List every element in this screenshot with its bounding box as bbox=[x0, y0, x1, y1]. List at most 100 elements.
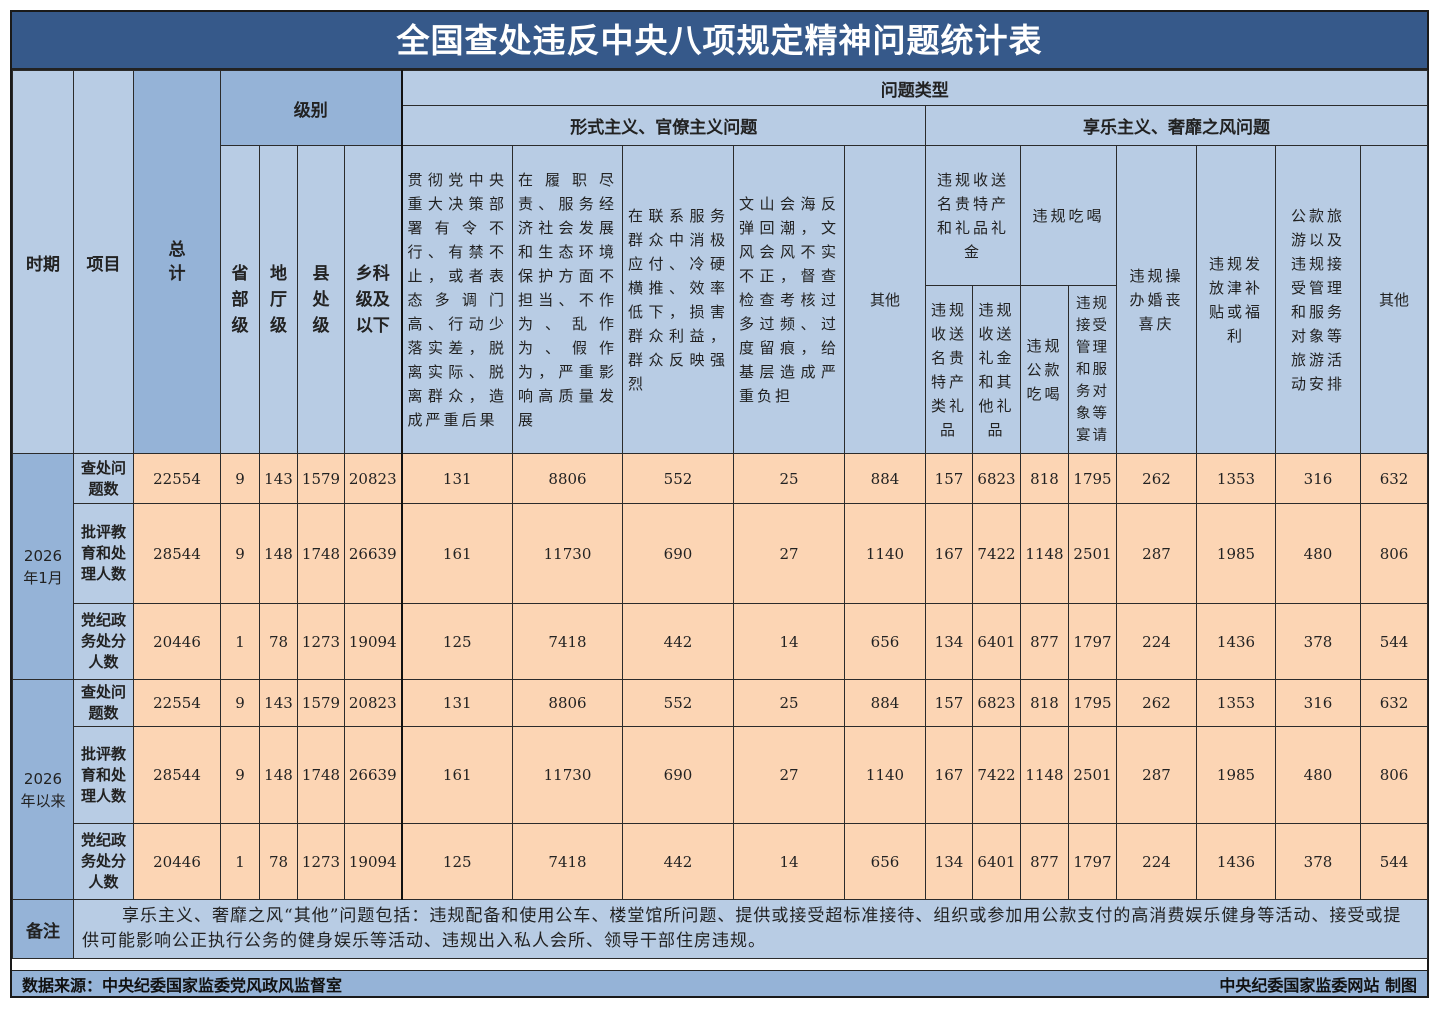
value-cell: 9 bbox=[220, 679, 260, 727]
statistics-table: 时期 项目 总计 级别 问题类型 形式主义、官僚主义问题 享乐主义、奢靡之风问题… bbox=[12, 70, 1429, 959]
value-cell: 224 bbox=[1116, 823, 1197, 900]
header-problem-type: 问题类型 bbox=[400, 70, 1429, 106]
table-row: 批评教育和处理人数 28544 9 148 1748 26639 161 11730 690 27… bbox=[13, 503, 1429, 604]
value-cell: 806 bbox=[1359, 503, 1429, 604]
value-cell: 287 bbox=[1116, 503, 1197, 604]
item-cell: 查处问题数 bbox=[73, 453, 134, 504]
value-cell: 1273 bbox=[297, 603, 345, 680]
value-cell: 157 bbox=[925, 453, 973, 504]
value-cell: 1797 bbox=[1068, 603, 1117, 680]
value-cell: 25 bbox=[733, 679, 845, 727]
value-cell: 656 bbox=[844, 823, 926, 900]
header-item: 项目 bbox=[73, 70, 134, 454]
value-cell: 28544 bbox=[133, 726, 221, 824]
header-weddings-funerals: 违规操办婚丧喜庆 bbox=[1116, 145, 1197, 454]
value-cell: 1 bbox=[220, 823, 260, 900]
header-formalism-2: 在履职尽责、服务经济社会发展和生态环境保护方面不担当、不作为、乱作为、假作为，严… bbox=[512, 145, 623, 454]
value-cell: 9 bbox=[220, 503, 260, 604]
value-cell: 148 bbox=[259, 503, 298, 604]
item-cell: 党纪政务处分人数 bbox=[73, 823, 134, 900]
value-cell: 7418 bbox=[512, 823, 623, 900]
value-cell: 632 bbox=[1359, 679, 1429, 727]
value-cell: 157 bbox=[925, 679, 973, 727]
value-cell: 27 bbox=[733, 503, 845, 604]
value-cell: 877 bbox=[1020, 823, 1069, 900]
period-cell: 2026年1月 bbox=[12, 453, 74, 680]
value-cell: 1748 bbox=[297, 726, 345, 824]
value-cell: 20446 bbox=[133, 823, 221, 900]
value-cell: 148 bbox=[259, 726, 298, 824]
value-cell: 26639 bbox=[344, 726, 402, 824]
item-cell: 党纪政务处分人数 bbox=[73, 603, 134, 680]
value-cell: 167 bbox=[925, 726, 973, 824]
value-cell: 378 bbox=[1275, 603, 1361, 680]
value-cell: 480 bbox=[1275, 503, 1361, 604]
value-cell: 690 bbox=[622, 726, 734, 824]
value-cell: 480 bbox=[1275, 726, 1361, 824]
value-cell: 656 bbox=[844, 603, 926, 680]
value-cell: 14 bbox=[733, 603, 845, 680]
value-cell: 7422 bbox=[972, 503, 1021, 604]
value-cell: 1140 bbox=[844, 503, 926, 604]
value-cell: 143 bbox=[259, 453, 298, 504]
header-total: 总计 bbox=[133, 70, 221, 454]
value-cell: 552 bbox=[622, 679, 734, 727]
header-gifts-specialty: 违规收送名贵特产类礼品 bbox=[925, 285, 973, 454]
value-cell: 818 bbox=[1020, 453, 1069, 504]
value-cell: 22554 bbox=[133, 453, 221, 504]
header-period: 时期 bbox=[12, 70, 74, 454]
value-cell: 544 bbox=[1359, 603, 1429, 680]
value-cell: 78 bbox=[259, 603, 298, 680]
value-cell: 690 bbox=[622, 503, 734, 604]
value-cell: 1436 bbox=[1196, 823, 1276, 900]
value-cell: 28544 bbox=[133, 503, 221, 604]
table-row: 2026年以来 查处问题数 22554 9 143 1579 20823 131 8806 552… bbox=[12, 679, 1429, 900]
value-cell: 1985 bbox=[1196, 726, 1276, 824]
table-row: 批评教育和处理人数 28544 9 148 1748 26639 161 11730 690 27… bbox=[13, 726, 1429, 824]
value-cell: 877 bbox=[1020, 603, 1069, 680]
header-formalism-other: 其他 bbox=[844, 145, 926, 454]
header-dining-public-funds: 违规公款吃喝 bbox=[1020, 285, 1069, 454]
value-cell: 11730 bbox=[512, 726, 623, 824]
value-cell: 806 bbox=[1359, 726, 1429, 824]
value-cell: 1795 bbox=[1068, 453, 1117, 504]
period-cell: 2026年以来 bbox=[12, 679, 74, 900]
value-cell: 27 bbox=[733, 726, 845, 824]
value-cell: 25 bbox=[733, 453, 845, 504]
value-cell: 19094 bbox=[344, 603, 402, 680]
value-cell: 1148 bbox=[1020, 726, 1069, 824]
header-level-prefecture: 地厅级 bbox=[259, 145, 298, 454]
value-cell: 9 bbox=[220, 726, 260, 824]
value-cell: 1579 bbox=[297, 679, 345, 727]
header-level-province: 省部级 bbox=[220, 145, 260, 454]
value-cell: 1353 bbox=[1196, 453, 1276, 504]
item-cell: 批评教育和处理人数 bbox=[73, 726, 134, 824]
value-cell: 287 bbox=[1116, 726, 1197, 824]
footer-bar: 数据来源：中央纪委国家监委党风政风监督室 中央纪委国家监委网站 制图 bbox=[12, 970, 1427, 996]
value-cell: 7418 bbox=[512, 603, 623, 680]
header-gifts-group: 违规收送名贵特产和礼品礼金 bbox=[925, 145, 1021, 286]
item-cell: 批评教育和处理人数 bbox=[73, 503, 134, 604]
value-cell: 1140 bbox=[844, 726, 926, 824]
value-cell: 6823 bbox=[972, 679, 1021, 727]
header-formalism-group: 形式主义、官僚主义问题 bbox=[400, 105, 926, 146]
value-cell: 78 bbox=[259, 823, 298, 900]
value-cell: 224 bbox=[1116, 603, 1197, 680]
header-formalism-4: 文山会海反弹回潮，文风会风不实不正，督查检查考核过多过频、过度留痕，给基层造成严… bbox=[733, 145, 845, 454]
value-cell: 167 bbox=[925, 503, 973, 604]
value-cell: 884 bbox=[844, 679, 926, 727]
value-cell: 22554 bbox=[133, 679, 221, 727]
value-cell: 818 bbox=[1020, 679, 1069, 727]
value-cell: 442 bbox=[622, 823, 734, 900]
value-cell: 19094 bbox=[344, 823, 402, 900]
note-label: 备注 bbox=[12, 899, 74, 959]
statistics-table-graphic: 全国查处违反中央八项规定精神问题统计表 时期 项目 总计 级别 问题类型 形式主… bbox=[10, 10, 1429, 998]
header-dining-group: 违规吃喝 bbox=[1020, 145, 1117, 286]
value-cell: 26639 bbox=[344, 503, 402, 604]
note-text: 享乐主义、奢靡之风“其他”问题包括：违规配备和使用公车、楼堂馆所问题、提供或接受… bbox=[72, 899, 1429, 959]
value-cell: 143 bbox=[259, 679, 298, 727]
value-cell: 20823 bbox=[344, 679, 402, 727]
value-cell: 8806 bbox=[512, 453, 623, 504]
value-cell: 2501 bbox=[1068, 503, 1117, 604]
value-cell: 1797 bbox=[1068, 823, 1117, 900]
